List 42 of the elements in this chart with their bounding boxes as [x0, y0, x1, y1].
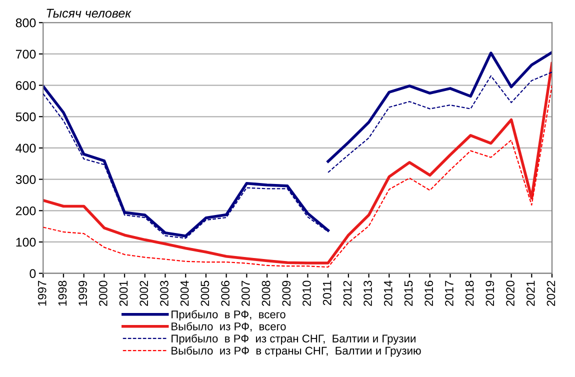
legend-label: Выбыло из РФ в страны СНГ, Балтии и Грузию [172, 346, 421, 357]
y-tick-label: 0 [30, 269, 36, 278]
x-tick-label: 2019 [486, 280, 494, 306]
y-tick-label: 500 [16, 112, 36, 122]
chart-title: Тысяч человек [46, 8, 132, 18]
x-tick-label: 2012 [343, 280, 352, 306]
x-tick-label: 1997 [38, 280, 46, 306]
x-tick-label: 2004 [180, 280, 189, 306]
x-tick-label: 2005 [200, 280, 210, 306]
legend-label: Выбыло из РФ, всего [172, 322, 286, 332]
legend-label: Прибыло в РФ, всего [172, 310, 286, 321]
x-tick-label: 2002 [140, 280, 148, 306]
y-tick-label: 600 [16, 81, 36, 90]
x-tick-label: 2003 [160, 280, 168, 306]
x-tick-label: 1999 [78, 280, 88, 306]
x-tick-label: 2007 [241, 280, 250, 306]
x-tick-label: 2006 [221, 280, 230, 306]
line-series [328, 72, 552, 173]
x-tick-label: 2017 [445, 280, 454, 306]
x-tick-label: 2001 [119, 280, 128, 306]
x-tick-label: 1998 [58, 280, 67, 306]
x-tick-label: 2009 [282, 280, 291, 306]
x-tick-label: 2010 [302, 280, 311, 306]
x-tick-label: 2015 [404, 280, 413, 306]
x-tick-label: 2016 [424, 280, 434, 306]
x-tick-label: 2008 [262, 280, 270, 306]
legend-label: Прибыло в РФ из стран СНГ, Балтии и Грузии [172, 334, 416, 345]
x-tick-label: 2022 [546, 280, 556, 306]
y-tick-label: 700 [16, 50, 36, 59]
x-tick-label: 2021 [526, 280, 535, 306]
y-tick-label: 400 [16, 144, 36, 153]
x-tick-label: 2018 [465, 280, 474, 306]
x-tick-label: 2013 [364, 280, 372, 306]
y-tick-label: 300 [16, 175, 36, 184]
x-tick-label: 2011 [322, 280, 332, 306]
y-tick-label: 200 [16, 206, 36, 216]
x-tick-label: 2014 [384, 280, 392, 306]
y-tick-label: 800 [16, 18, 36, 28]
y-tick-label: 100 [16, 238, 36, 247]
line-series [326, 51, 552, 163]
x-tick-label: 2000 [99, 280, 108, 306]
x-tick-label: 2020 [506, 280, 514, 306]
